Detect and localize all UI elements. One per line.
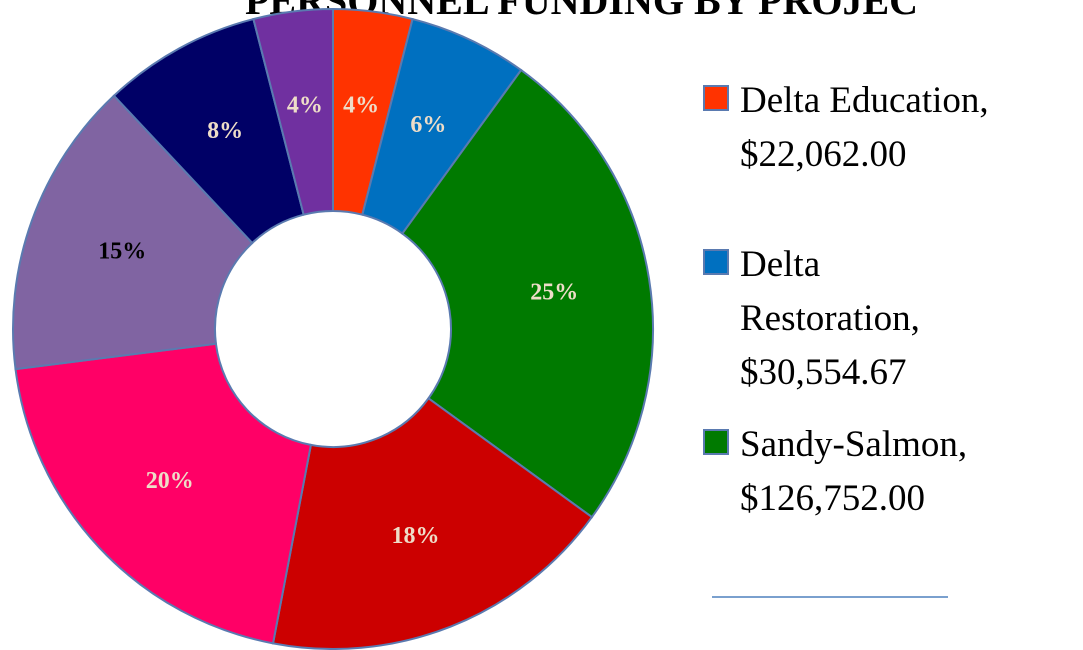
donut-slice [12, 94, 254, 371]
data-label: 4% [287, 92, 323, 118]
donut-slice [252, 7, 334, 216]
data-label: 6% [410, 112, 446, 138]
data-label: 20% [146, 468, 194, 494]
legend-swatch [703, 429, 729, 455]
legend-swatch [703, 249, 729, 275]
legend-swatch [703, 85, 729, 111]
data-label: 18% [391, 523, 439, 549]
legend-text: Sandy-Salmon, [740, 424, 967, 465]
legend-text: Delta [740, 244, 820, 285]
chart-title: PERSONNEL FUNDING BY PROJEC [245, 0, 918, 23]
data-label: 8% [207, 118, 243, 144]
data-label: 15% [98, 239, 146, 265]
legend-text: $22,062.00 [740, 134, 907, 175]
legend-text: $126,752.00 [740, 478, 925, 519]
legend-text: Restoration, [740, 298, 920, 339]
data-label: 4% [343, 92, 379, 118]
legend-text: $30,554.67 [740, 352, 907, 393]
data-label: 25% [530, 279, 578, 305]
donut-slice [271, 396, 594, 650]
legend-text: Delta Education, [740, 80, 989, 121]
donut-slice [400, 68, 654, 519]
donut-slice [14, 342, 313, 645]
